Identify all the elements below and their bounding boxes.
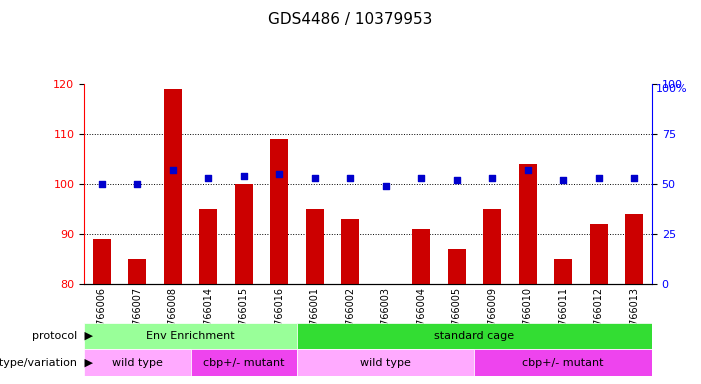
Point — [486, 175, 498, 181]
Bar — [164, 89, 182, 284]
Point — [238, 173, 250, 179]
Point — [132, 181, 143, 187]
Text: ▶: ▶ — [81, 358, 93, 368]
Point — [203, 175, 214, 181]
Text: cbp+/- mutant: cbp+/- mutant — [522, 358, 604, 368]
FancyBboxPatch shape — [84, 349, 191, 376]
Text: standard cage: standard cage — [435, 331, 515, 341]
Bar — [200, 209, 217, 284]
Bar — [306, 209, 324, 284]
Bar — [235, 184, 252, 284]
Point — [416, 175, 427, 181]
Bar — [93, 239, 111, 284]
Bar — [412, 229, 430, 284]
Point — [309, 175, 320, 181]
Point — [557, 177, 569, 184]
Bar — [590, 224, 608, 284]
Bar — [519, 164, 536, 284]
Point — [345, 175, 356, 181]
Bar — [625, 214, 643, 284]
Point — [629, 175, 640, 181]
Text: GDS4486 / 10379953: GDS4486 / 10379953 — [268, 12, 433, 26]
Point — [522, 167, 533, 174]
Point — [168, 167, 179, 174]
Bar — [484, 209, 501, 284]
FancyBboxPatch shape — [84, 323, 297, 349]
Bar — [341, 219, 359, 284]
Text: 100%: 100% — [655, 84, 687, 94]
Text: Env Enrichment: Env Enrichment — [147, 331, 235, 341]
FancyBboxPatch shape — [297, 349, 475, 376]
Bar — [554, 259, 572, 284]
Point — [96, 181, 107, 187]
Point — [593, 175, 604, 181]
Text: wild type: wild type — [360, 358, 411, 368]
Bar — [271, 139, 288, 284]
FancyBboxPatch shape — [475, 349, 652, 376]
Text: ▶: ▶ — [81, 331, 93, 341]
Point — [380, 183, 391, 189]
Text: genotype/variation: genotype/variation — [0, 358, 77, 368]
Bar — [448, 249, 465, 284]
Bar — [128, 259, 147, 284]
FancyBboxPatch shape — [191, 349, 297, 376]
Point — [451, 177, 463, 184]
Text: protocol: protocol — [32, 331, 77, 341]
Text: cbp+/- mutant: cbp+/- mutant — [203, 358, 285, 368]
Text: wild type: wild type — [112, 358, 163, 368]
Point — [273, 171, 285, 177]
FancyBboxPatch shape — [297, 323, 652, 349]
